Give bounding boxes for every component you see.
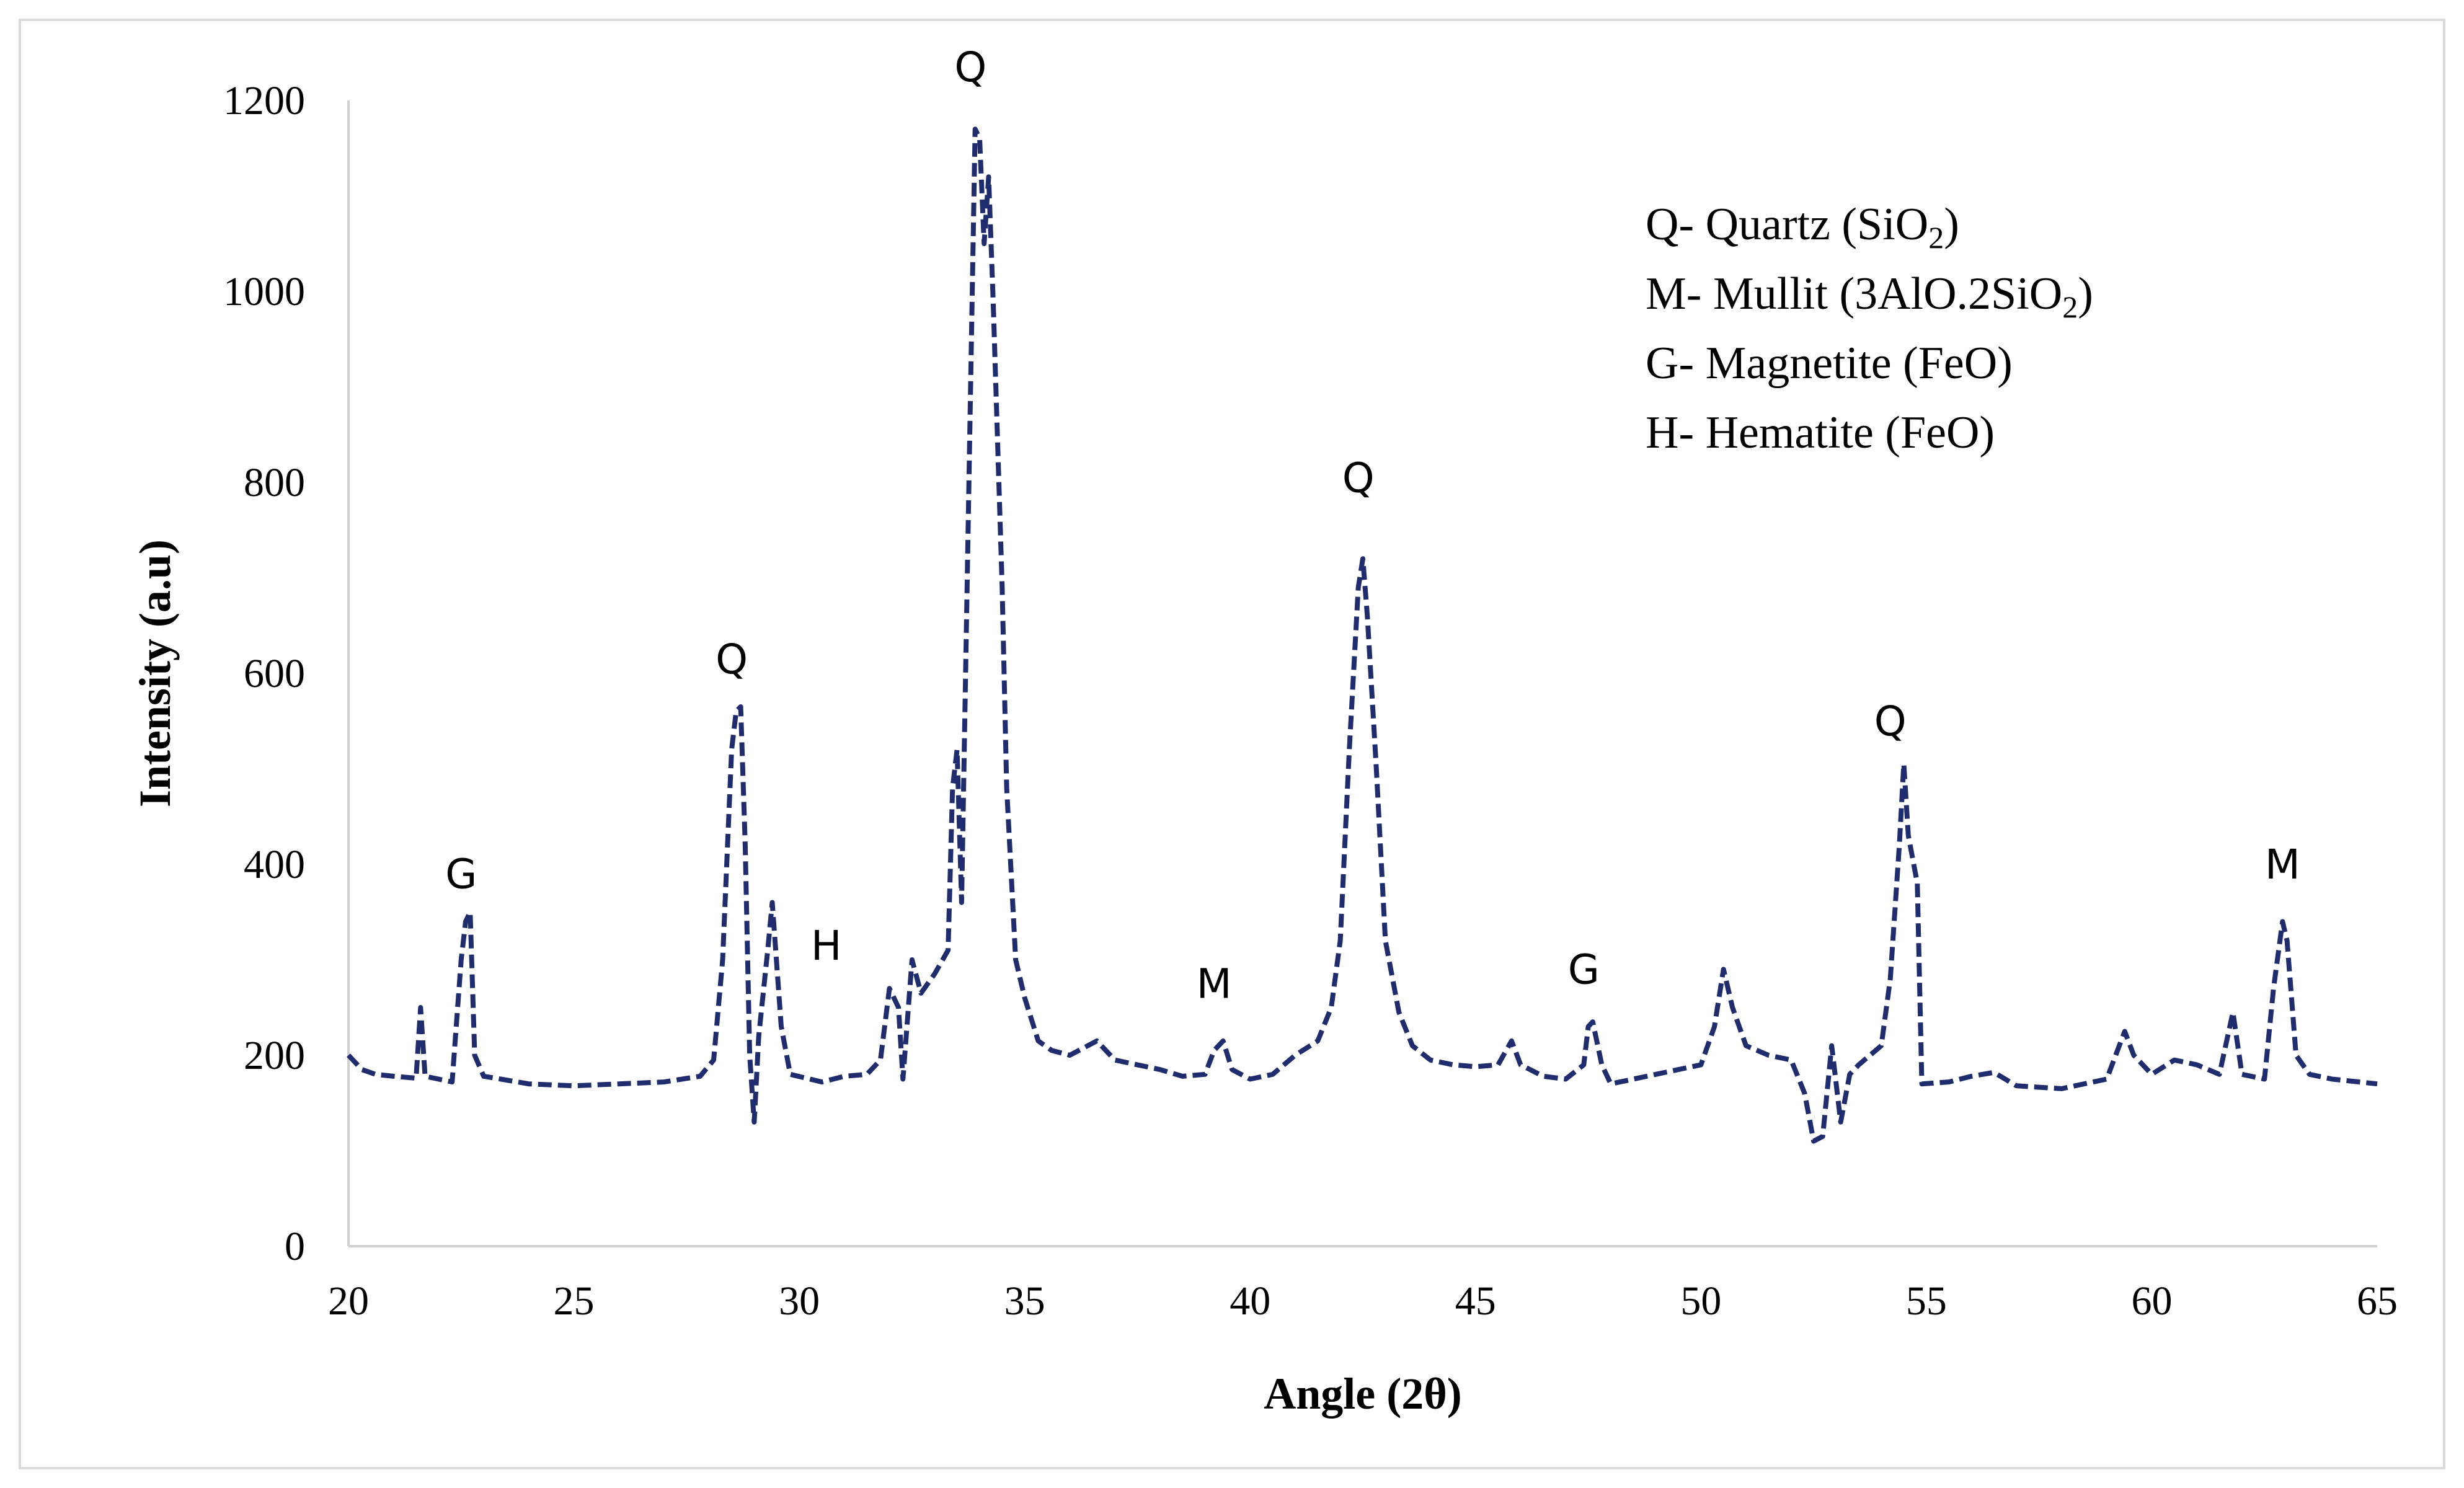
x-tick-label: 25 (554, 1278, 595, 1324)
peak-label: Q (716, 636, 748, 683)
peak-annotations: G Q H Q M Q G Q M (445, 43, 2300, 1008)
peak-label: Q (1874, 698, 1907, 745)
y-tick-label: 200 (244, 1033, 305, 1078)
legend-entry-hematite: H- Hematite (FeO) (1646, 407, 1995, 458)
peak-label: G (1568, 946, 1600, 994)
legend-entry-mullit: M- Mullit (3AlO.2SiO2) (1646, 268, 2093, 324)
xrd-chart: 0 200 400 600 800 1000 1200 20 25 30 35 40 45 50 55 60… (130, 43, 2398, 1419)
x-tick-label: 40 (1230, 1278, 1270, 1324)
x-tick-label: 60 (2131, 1278, 2172, 1324)
chart-frame: 0 200 400 600 800 1000 1200 20 25 30 35 40 45 50 55 60… (19, 19, 2445, 1469)
y-axis-title: Intensity (a.u) (130, 539, 180, 807)
y-tick-labels: 0 200 400 600 800 1000 1200 (223, 78, 305, 1269)
x-axis-title: Angle (2θ) (1264, 1369, 1462, 1419)
peak-label: Q (1342, 454, 1375, 502)
series-layer (347, 126, 2378, 1144)
x-tick-label: 45 (1455, 1278, 1496, 1324)
legend-entry-quartz: Q- Quartz (SiO2) (1646, 199, 1959, 255)
y-tick-label: 800 (244, 460, 305, 505)
x-tick-label: 30 (779, 1278, 820, 1324)
y-tick-label: 1000 (223, 269, 305, 314)
y-tick-label: 1200 (223, 78, 305, 123)
peak-label: M (2265, 841, 2300, 888)
x-tick-label: 20 (328, 1278, 369, 1324)
y-tick-label: 600 (244, 651, 305, 696)
legend: Q- Quartz (SiO2) M- Mullit (3AlO.2SiO2) … (1646, 199, 2093, 458)
axes (347, 100, 2377, 1247)
y-tick-label: 400 (244, 842, 305, 887)
x-tick-label: 55 (1906, 1278, 1947, 1324)
peak-label: M (1197, 960, 1232, 1008)
x-tick-labels: 20 25 30 35 40 45 50 55 60 65 (328, 1278, 2398, 1324)
legend-entry-magnetite: G- Magnetite (FeO) (1646, 338, 2013, 389)
series-line-0 (347, 126, 2378, 1144)
x-tick-label: 35 (1004, 1278, 1045, 1324)
y-tick-label: 0 (285, 1224, 305, 1269)
peak-label: H (811, 922, 842, 970)
peak-label: Q (954, 43, 986, 91)
x-tick-label: 65 (2357, 1278, 2398, 1324)
x-tick-label: 50 (1680, 1278, 1721, 1324)
peak-label: G (445, 851, 477, 898)
